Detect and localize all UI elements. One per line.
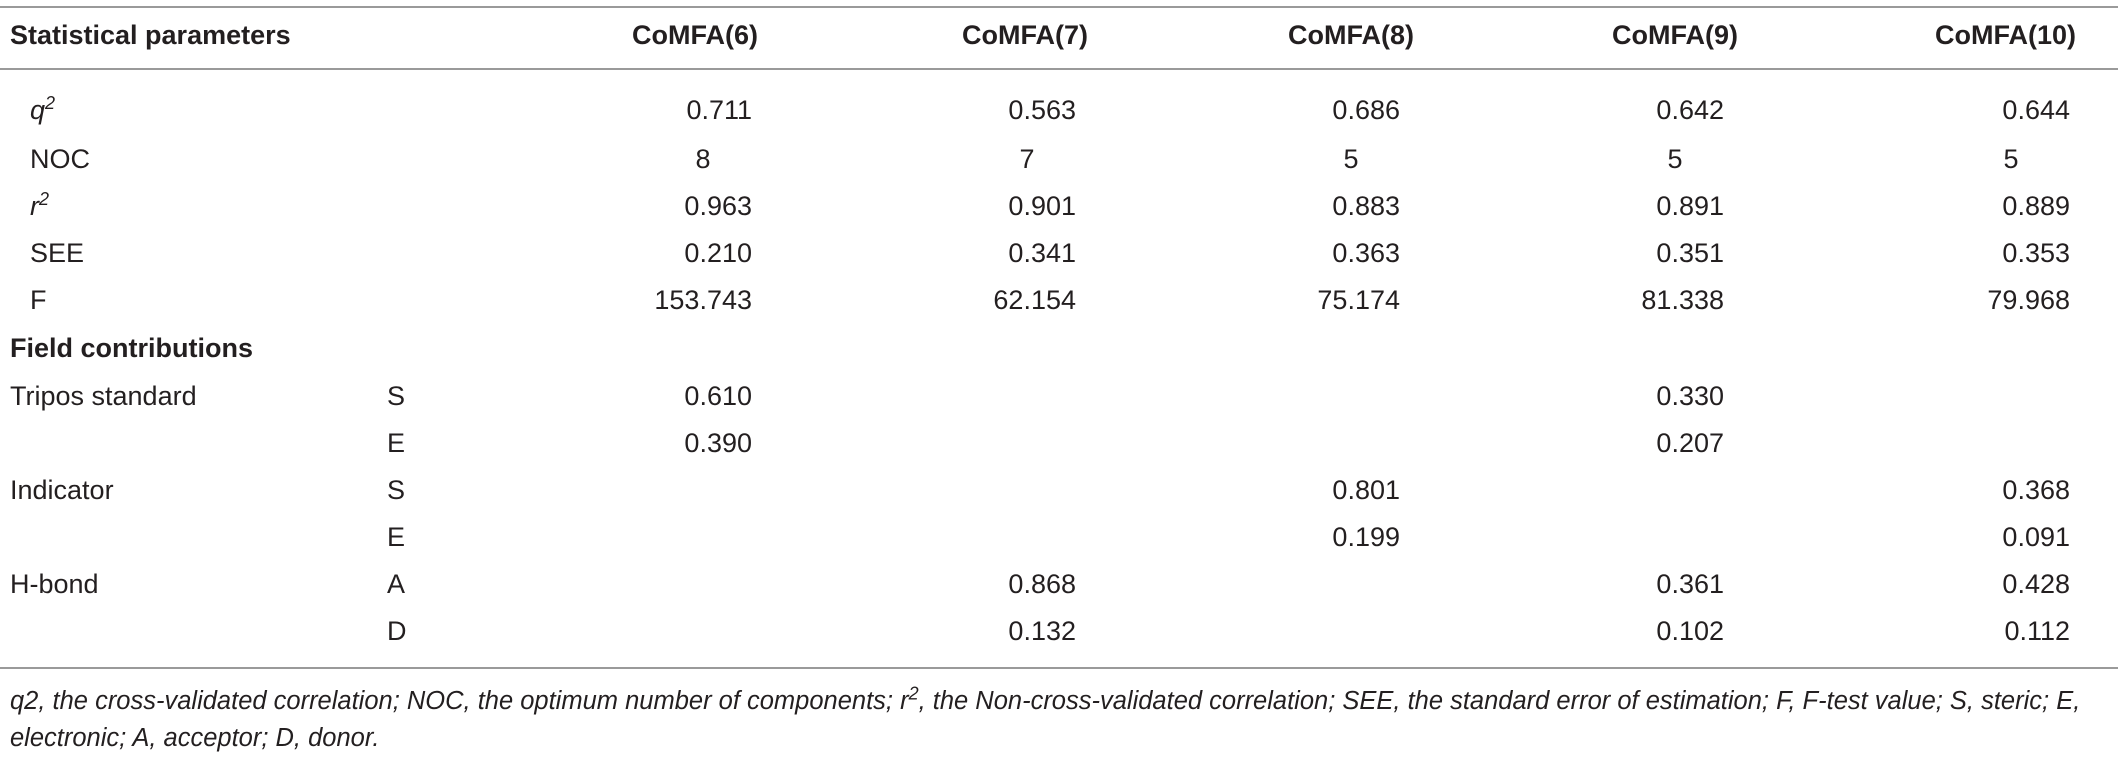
field-sub-label: E: [387, 428, 406, 458]
table-cell: 0.610: [684, 381, 752, 411]
field-sub-label: S: [387, 475, 406, 505]
table-cell: 0.801: [1332, 475, 1400, 505]
table-cell: 0.102: [1656, 616, 1724, 646]
row-label-r2: r2: [30, 189, 50, 221]
table-cell: 153.743: [654, 285, 752, 315]
column-header: CoMFA(7): [962, 20, 1088, 50]
table-cell: 75.174: [1317, 285, 1400, 315]
table-cell: 7: [1019, 144, 1035, 174]
table-header-rule: [0, 68, 2118, 70]
table-cell: 0.901: [1008, 191, 1076, 221]
field-sub-label: D: [387, 616, 407, 646]
table-cell: 0.351: [1656, 238, 1724, 268]
table-cell: 0.963: [684, 191, 752, 221]
table-cell: 5: [1343, 144, 1359, 174]
table-cell: 81.338: [1641, 285, 1724, 315]
table-footnote: q2, the cross-validated correlation; NOC…: [10, 683, 2081, 753]
table-cell: 0.868: [1008, 569, 1076, 599]
table-cell: 0.210: [684, 238, 752, 268]
column-header: CoMFA(6): [632, 20, 758, 50]
table-cell: 0.368: [2002, 475, 2070, 505]
table-cell: 0.330: [1656, 381, 1724, 411]
header-param-label: Statistical parameters: [10, 20, 291, 50]
table-cell: 0.883: [1332, 191, 1400, 221]
table-cell: 0.642: [1656, 95, 1724, 125]
row-label-q2: q2: [30, 93, 56, 125]
table-cell: 0.363: [1332, 238, 1400, 268]
table-cell: 0.361: [1656, 569, 1724, 599]
table-cell: 0.112: [2004, 616, 2070, 646]
field-group-label: Tripos standard: [10, 381, 197, 411]
field-group-label: H-bond: [10, 569, 99, 599]
table-cell: 0.644: [2002, 95, 2070, 125]
column-header: CoMFA(10): [1935, 20, 2076, 50]
table-cell: 0.207: [1656, 428, 1724, 458]
table-cell: 5: [1667, 144, 1683, 174]
row-label-f: F: [30, 285, 47, 315]
row-label-noc: NOC: [30, 144, 90, 174]
table-cell: 5: [2003, 144, 2019, 174]
table-cell: 0.091: [2002, 522, 2070, 552]
table-cell: 0.891: [1656, 191, 1724, 221]
table-cell: 0.132: [1008, 616, 1076, 646]
table-cell: 62.154: [993, 285, 1076, 315]
column-header: CoMFA(9): [1612, 20, 1738, 50]
field-sub-label: A: [387, 569, 406, 599]
table-cell: 0.711: [686, 95, 752, 125]
table-cell: 0.563: [1008, 95, 1076, 125]
table-cell: 0.390: [684, 428, 752, 458]
field-sub-label: S: [387, 381, 406, 411]
field-group-label: Indicator: [10, 475, 114, 505]
table-cell: 8: [695, 144, 711, 174]
table-cell: 0.428: [2002, 569, 2070, 599]
table-cell: 0.199: [1332, 522, 1400, 552]
table-cell: 0.889: [2002, 191, 2070, 221]
table-cell: 79.968: [1987, 285, 2070, 315]
table-top-rule: [0, 6, 2118, 8]
field-sub-label: E: [387, 522, 406, 552]
row-label-see: SEE: [30, 238, 85, 268]
table-cell: 0.353: [2002, 238, 2070, 268]
table-cell: 0.341: [1008, 238, 1076, 268]
column-header: CoMFA(8): [1288, 20, 1414, 50]
field-contributions-heading: Field contributions: [10, 333, 253, 363]
table-bottom-rule: [0, 667, 2118, 669]
table-cell: 0.686: [1332, 95, 1400, 125]
